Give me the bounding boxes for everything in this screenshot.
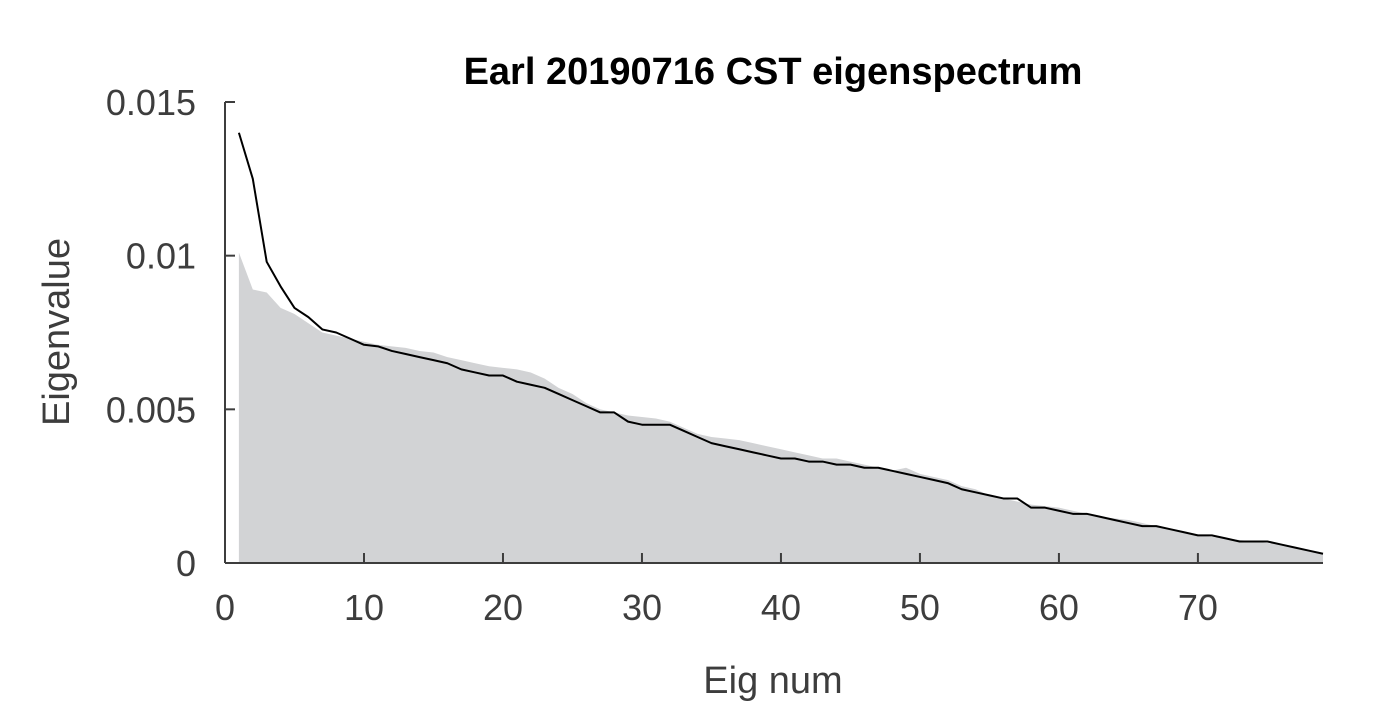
axes bbox=[224, 102, 1323, 564]
x-tick-label: 40 bbox=[761, 587, 801, 628]
chart-title: Earl 20190716 CST eigenspectrum bbox=[464, 51, 1083, 93]
x-tick-label: 30 bbox=[622, 587, 662, 628]
y-tick-label: 0.005 bbox=[106, 389, 196, 430]
x-tick-label: 50 bbox=[900, 587, 940, 628]
x-tick-label: 0 bbox=[215, 587, 235, 628]
x-axis-ticks: 0 10 20 30 40 50 60 70 bbox=[215, 553, 1218, 628]
x-axis-label: Eig num bbox=[703, 660, 842, 702]
x-tick-label: 70 bbox=[1178, 587, 1218, 628]
y-axis-ticks: 0 0.005 0.01 0.015 bbox=[106, 82, 235, 584]
y-axis-label: Eigenvalue bbox=[36, 238, 78, 426]
x-tick-label: 60 bbox=[1039, 587, 1079, 628]
y-tick-label: 0 bbox=[176, 543, 196, 584]
x-tick-label: 10 bbox=[344, 587, 384, 628]
line-series bbox=[237, 132, 1324, 555]
area-series-fill bbox=[238, 252, 1324, 564]
plot-area bbox=[237, 132, 1324, 564]
y-tick-label: 0.01 bbox=[126, 236, 196, 277]
x-tick-label: 20 bbox=[483, 587, 523, 628]
y-tick-label: 0.015 bbox=[106, 82, 196, 123]
